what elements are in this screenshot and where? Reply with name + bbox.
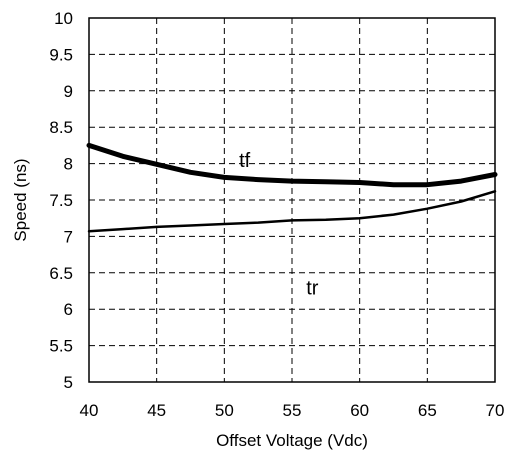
x-tick-label: 50 <box>215 401 234 420</box>
y-tick-label: 9 <box>64 82 73 101</box>
series-line-tr <box>87 190 497 233</box>
series-annotations: tf tr <box>239 150 319 299</box>
y-axis-tick-labels: 5 5.5 6 6.5 7 7.5 8 8.5 9 9.5 10 <box>49 9 73 392</box>
x-tick-label: 70 <box>486 401 505 420</box>
x-tick-label: 40 <box>80 401 99 420</box>
series-lines <box>86 142 498 233</box>
x-axis-tick-labels: 40 45 50 55 60 65 70 <box>80 401 505 420</box>
x-tick-label: 45 <box>147 401 166 420</box>
x-tick-label: 65 <box>418 401 437 420</box>
y-tick-label: 5.5 <box>49 337 73 356</box>
series-label-tf: tf <box>239 150 251 172</box>
y-tick-label: 10 <box>54 9 73 28</box>
x-axis-title: Offset Voltage (Vdc) <box>216 431 368 450</box>
grid-lines <box>89 18 495 382</box>
x-tick-label: 60 <box>350 401 369 420</box>
y-tick-label: 7.5 <box>49 191 73 210</box>
y-tick-label: 6.5 <box>49 264 73 283</box>
y-tick-label: 8 <box>64 155 73 174</box>
y-tick-label: 7 <box>64 227 73 246</box>
x-tick-label: 55 <box>283 401 302 420</box>
y-tick-label: 8.5 <box>49 118 73 137</box>
series-label-tr: tr <box>306 278 319 300</box>
y-tick-label: 5 <box>64 373 73 392</box>
series-line-tf <box>86 142 498 188</box>
plot-area-frame <box>88 17 496 383</box>
y-tick-label: 9.5 <box>49 45 73 64</box>
y-tick-label: 6 <box>64 300 73 319</box>
y-axis-title: Speed (ns) <box>11 158 30 241</box>
